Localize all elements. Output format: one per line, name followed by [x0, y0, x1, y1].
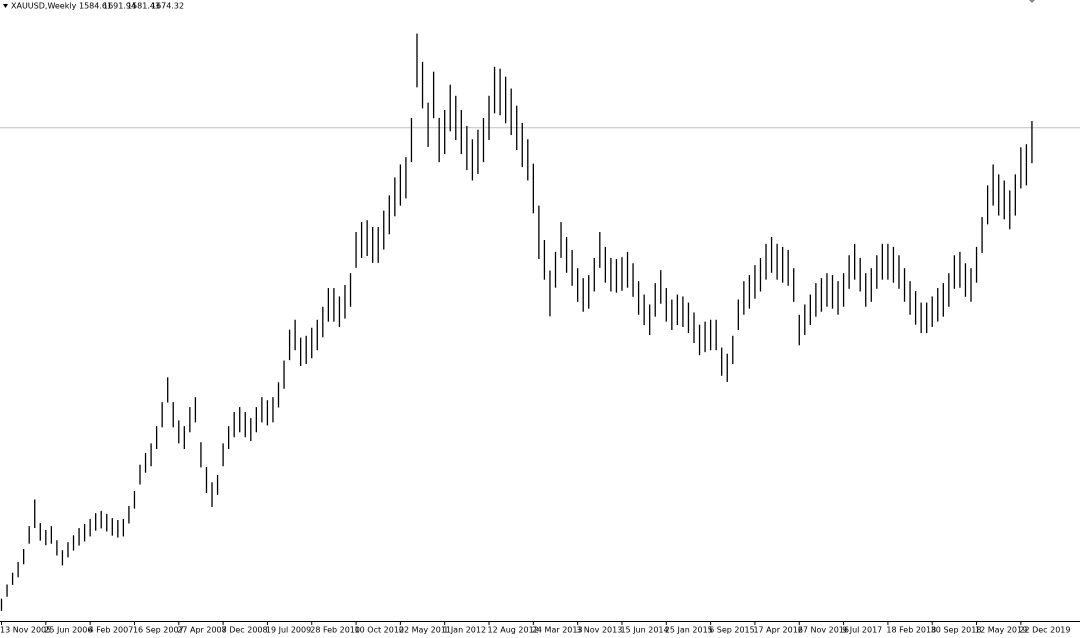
ohlc-low: 1581.43	[127, 2, 160, 11]
x-tick-label: 6 Sep 2015	[709, 626, 755, 635]
x-tick-label: 16 Sep 2007	[133, 626, 184, 635]
x-tick-label: 30 Sep 2018	[931, 626, 982, 635]
x-tick-label: 12 May 2019	[975, 626, 1027, 635]
x-tick-label: 7 Dec 2008	[222, 626, 268, 635]
x-tick-label: 22 Dec 2019	[1019, 626, 1070, 635]
x-tick-label: 17 Apr 2016	[753, 626, 802, 635]
ohlc-open: 1584.61	[79, 2, 112, 11]
ohlc-high: 1691.94	[103, 2, 136, 11]
menu-arrow[interactable]	[3, 4, 8, 8]
x-tick-label: 25 Jan 2015	[665, 626, 713, 635]
x-tick-label: 1 Jan 2012	[443, 626, 486, 635]
x-tick-label: 13 Nov 2005	[0, 626, 51, 635]
shift-marker	[1029, 0, 1035, 3]
x-tick-label: 3 Nov 2013	[576, 626, 622, 635]
x-tick-label: 12 Aug 2012	[488, 626, 539, 635]
x-tick-label: 4 Feb 2007	[89, 626, 134, 635]
x-tick-label: 15 Jun 2014	[620, 626, 668, 635]
x-tick-label: 22 May 2011	[399, 626, 451, 635]
x-tick-label: 19 Jul 2009	[266, 626, 311, 635]
x-tick-label: 10 Oct 2010	[355, 626, 404, 635]
symbol-title: XAUUSD,Weekly	[11, 2, 77, 11]
x-tick-label: 27 Nov 2016	[798, 626, 849, 635]
x-tick-label: 28 Feb 2010	[310, 626, 360, 635]
x-tick-label: 18 Feb 2018	[886, 626, 936, 635]
x-tick-label: 25 Jun 2006	[44, 626, 92, 635]
x-tick-label: 24 Mar 2013	[532, 626, 583, 635]
ohlc-close: 1674.32	[151, 2, 184, 11]
x-tick-label: 9 Jul 2017	[842, 626, 882, 635]
x-tick-label: 27 Apr 2008	[177, 626, 226, 635]
